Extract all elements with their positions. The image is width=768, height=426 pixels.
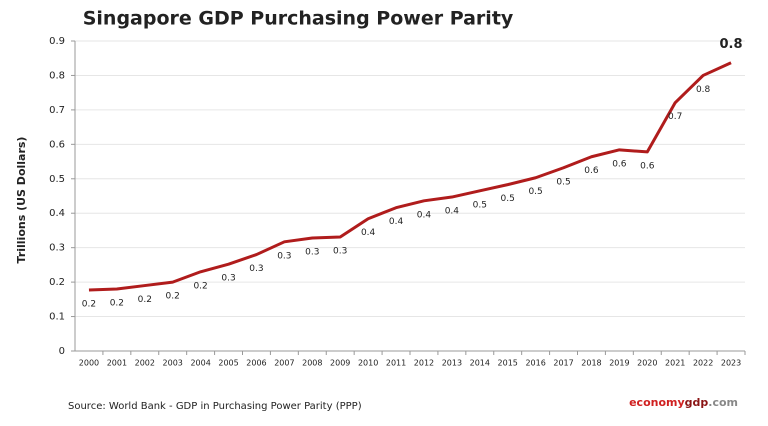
x-tick-label: 2023 (721, 359, 741, 368)
brand-part: gdp (685, 396, 709, 409)
x-tick-label: 2011 (386, 359, 406, 368)
x-tick-label: 2013 (442, 359, 462, 368)
x-tick-label: 2020 (637, 359, 657, 368)
data-label: 0.2 (193, 281, 207, 291)
data-label: 0.4 (445, 207, 460, 217)
x-tick-label: 2017 (553, 359, 573, 368)
line (88, 61, 732, 292)
data-label: 0.3 (277, 251, 291, 261)
y-tick-label: 0.8 (49, 70, 65, 81)
y-tick-label: 0.5 (49, 174, 65, 185)
data-label: 0.8 (696, 85, 711, 95)
x-tick-label: 2001 (107, 359, 127, 368)
x-tick-label: 2022 (693, 359, 713, 368)
y-tick-label: 0.4 (49, 208, 65, 219)
y-tick-label: 0.7 (49, 105, 65, 116)
x-tick-label: 2003 (163, 359, 183, 368)
data-label: 0.3 (305, 248, 319, 258)
brand-part: .com (708, 396, 738, 409)
x-tick-label: 2009 (330, 359, 350, 368)
data-label: 0.3 (221, 274, 235, 284)
data-label: 0.5 (501, 194, 515, 204)
y-tick-label: 0.6 (49, 139, 65, 150)
data-label: 0.5 (556, 177, 570, 187)
data-label: 0.4 (389, 217, 404, 227)
data-label: 0.2 (138, 295, 152, 305)
y-tick-label: 0.3 (49, 243, 65, 254)
source: Source: World Bank - GDP in Purchasing P… (68, 401, 362, 412)
data-label: 0.5 (528, 187, 542, 197)
data-label: 0.5 (473, 200, 487, 210)
x-tick-label: 2014 (470, 359, 490, 368)
x-tick-label: 2005 (218, 359, 238, 368)
y-tick-label: 0.2 (49, 277, 65, 288)
data-label: 0.2 (110, 299, 124, 309)
x-tick-label: 2007 (274, 359, 294, 368)
brand: economygdp.com (629, 396, 738, 409)
brand-part: economy (629, 396, 685, 409)
x-tick-label: 2016 (525, 359, 545, 368)
data-label: 0.6 (584, 166, 599, 176)
data-label: 0.2 (166, 292, 180, 302)
x-tick-label: 2010 (358, 359, 378, 368)
x-tick-label: 2002 (135, 359, 155, 368)
x-tick-label: 2018 (581, 359, 601, 368)
data-label: 0.8 (720, 37, 743, 52)
data-label: 0.2 (82, 300, 96, 310)
data-label: 0.3 (333, 246, 347, 256)
y-tick-label: 0.9 (49, 36, 65, 47)
x-tick-label: 2012 (414, 359, 434, 368)
x-tick-label: 2000 (79, 359, 99, 368)
data-label: 0.6 (612, 159, 627, 169)
data-label: 0.6 (640, 161, 655, 171)
chart-title: Singapore GDP Purchasing Power Parity (83, 8, 514, 30)
data-label: 0.3 (249, 264, 263, 274)
y-tick-label: 0 (59, 346, 65, 357)
data-label: 0.4 (361, 228, 376, 238)
x-tick-label: 2021 (665, 359, 685, 368)
x-tick-label: 2015 (498, 359, 518, 368)
x-tick-label: 2004 (190, 359, 210, 368)
data-label: 0.7 (668, 112, 682, 122)
y-tick-label: 0.1 (49, 312, 65, 323)
x-tick-label: 2008 (302, 359, 322, 368)
data-label: 0.4 (417, 210, 432, 220)
x-tick-label: 2006 (246, 359, 266, 368)
x-tick-label: 2019 (609, 359, 629, 368)
y-axis-label: Trillions (US Dollars) (15, 137, 28, 264)
